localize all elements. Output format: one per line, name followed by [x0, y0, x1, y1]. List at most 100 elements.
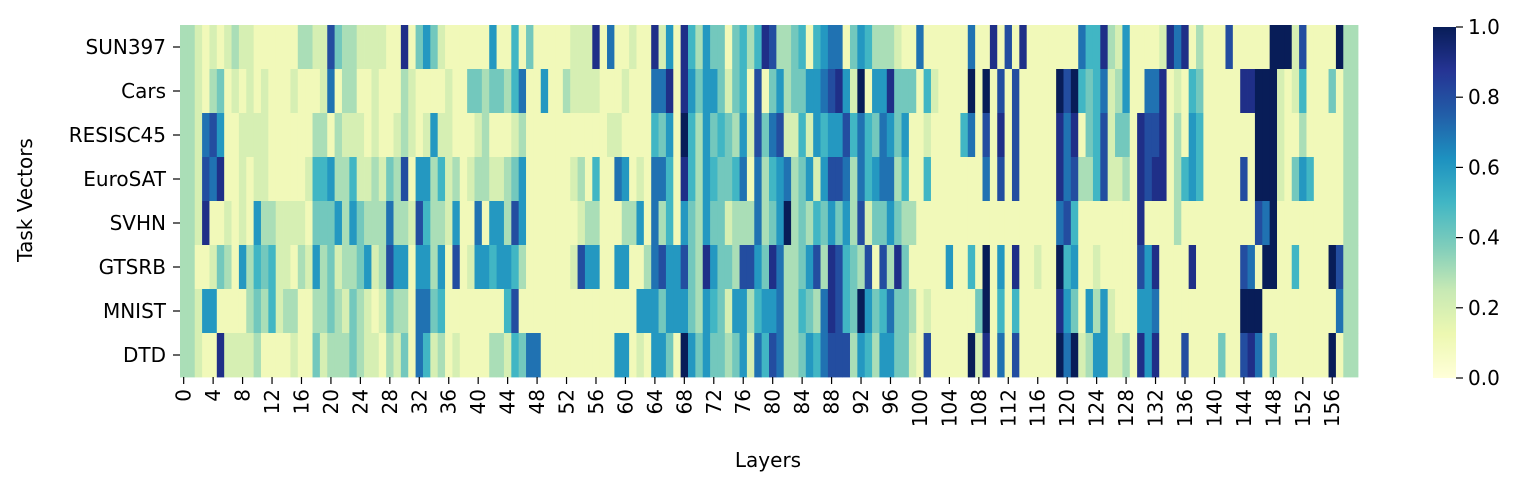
heatmap-cell [1321, 245, 1329, 290]
heatmap-cell [474, 245, 483, 290]
heatmap-cell [584, 157, 593, 202]
heatmap-cell [1321, 289, 1329, 334]
heatmap-cell [305, 289, 313, 334]
heatmap-cell [305, 157, 313, 202]
heatmap-cell [1350, 289, 1359, 334]
heatmap-cell [1063, 333, 1072, 378]
heatmap-cell [732, 289, 740, 334]
heatmap-cell [908, 201, 917, 246]
colorbar-gradient [1433, 27, 1456, 378]
heatmap-cell [1343, 289, 1352, 334]
heatmap-cell [1166, 289, 1175, 334]
heatmap-cell [1203, 113, 1212, 158]
x-tick-label: 144 [1232, 389, 1256, 427]
heatmap-cell [1210, 157, 1219, 202]
heatmap-cell [857, 289, 866, 334]
heatmap-cell [1313, 201, 1322, 246]
heatmap-cell [400, 201, 409, 246]
heatmap-cell [305, 113, 313, 158]
y-tick-label: GTSRB [99, 255, 166, 279]
heatmap-cell [297, 333, 306, 378]
heatmap-cell [305, 333, 313, 378]
heatmap-cell [1129, 25, 1138, 70]
heatmap-cell [238, 157, 247, 202]
heatmap-cell [1078, 69, 1086, 114]
heatmap-cell [422, 157, 431, 202]
heatmap-cell [953, 25, 961, 70]
heatmap-cell [467, 113, 475, 158]
heatmap-cell [658, 113, 667, 158]
heatmap-cell [312, 333, 321, 378]
heatmap-cell [680, 157, 689, 202]
heatmap-cell [916, 157, 925, 202]
heatmap-cell [1159, 333, 1167, 378]
heatmap-cell [319, 289, 328, 334]
heatmap-cell [1306, 157, 1315, 202]
heatmap-cell [908, 333, 917, 378]
heatmap-cell [938, 69, 947, 114]
heatmap-cell [1041, 245, 1050, 290]
heatmap-cell [710, 333, 718, 378]
heatmap-cell [526, 245, 534, 290]
heatmap-cell [216, 201, 225, 246]
heatmap-cell [1306, 289, 1315, 334]
heatmap-cell [371, 201, 380, 246]
heatmap-cell [224, 25, 232, 70]
colorbar-tick-label: 0.6 [1468, 155, 1500, 179]
heatmap-cell [1313, 245, 1322, 290]
heatmap-cell [849, 289, 858, 334]
heatmap-cell [732, 113, 740, 158]
heatmap-cell [1115, 69, 1123, 114]
heatmap-cell [562, 333, 571, 378]
x-tick-label: 136 [1173, 389, 1197, 427]
heatmap-cell [916, 201, 925, 246]
heatmap-cell [1284, 333, 1293, 378]
heatmap-cell [879, 69, 888, 114]
heatmap-cell [754, 333, 763, 378]
heatmap-cell [769, 113, 777, 158]
heatmap-cell [938, 25, 947, 70]
heatmap-cell [481, 113, 490, 158]
heatmap-cell [400, 113, 409, 158]
heatmap-cell [805, 113, 814, 158]
heatmap-cell [238, 113, 247, 158]
heatmap-cell [607, 289, 615, 334]
heatmap-cell [319, 25, 328, 70]
heatmap-cell [1063, 113, 1072, 158]
x-tick-label: 100 [908, 389, 932, 427]
heatmap-cell [658, 69, 667, 114]
heatmap-cell [540, 25, 549, 70]
heatmap-cell [1115, 245, 1123, 290]
heatmap-cell [1034, 25, 1042, 70]
heatmap-cell [437, 157, 446, 202]
heatmap-cell [445, 333, 453, 378]
heatmap-cell [1291, 245, 1300, 290]
heatmap-cell [518, 289, 527, 334]
heatmap-cell [688, 25, 696, 70]
heatmap-cell [459, 245, 468, 290]
heatmap-cell [349, 289, 358, 334]
heatmap-cell [1247, 333, 1256, 378]
heatmap-cell [327, 201, 336, 246]
heatmap-cell [945, 201, 954, 246]
heatmap-cell [1100, 157, 1109, 202]
heatmap-cell [577, 333, 586, 378]
heatmap-cell [1321, 201, 1329, 246]
heatmap-cell [599, 157, 608, 202]
heatmap-cell [599, 113, 608, 158]
heatmap-cell [1173, 69, 1182, 114]
heatmap-cell [216, 289, 225, 334]
heatmap-cell [526, 25, 534, 70]
y-axis-label: Task Vectors [13, 138, 37, 263]
heatmap-cell [452, 25, 461, 70]
heatmap-cell [1196, 25, 1204, 70]
heatmap-cell [739, 245, 748, 290]
y-tick-label: DTD [123, 343, 166, 367]
heatmap-cell [415, 25, 424, 70]
heatmap-cell [209, 289, 218, 334]
heatmap-cell [636, 113, 645, 158]
heatmap-cell [1166, 25, 1175, 70]
heatmap-cell [923, 333, 932, 378]
heatmap-cell [1063, 201, 1072, 246]
heatmap-cell [378, 113, 387, 158]
